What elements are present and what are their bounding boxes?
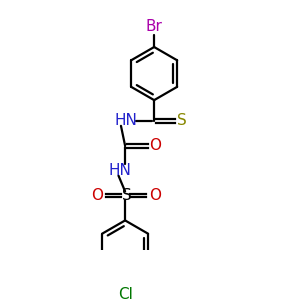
Text: S: S	[122, 188, 132, 203]
Text: Br: Br	[146, 19, 163, 34]
Text: Cl: Cl	[118, 287, 133, 300]
Text: O: O	[149, 138, 161, 153]
Text: O: O	[91, 188, 103, 203]
Text: HN: HN	[109, 163, 132, 178]
Text: O: O	[149, 188, 161, 203]
Text: HN: HN	[115, 113, 137, 128]
Text: S: S	[178, 113, 187, 128]
